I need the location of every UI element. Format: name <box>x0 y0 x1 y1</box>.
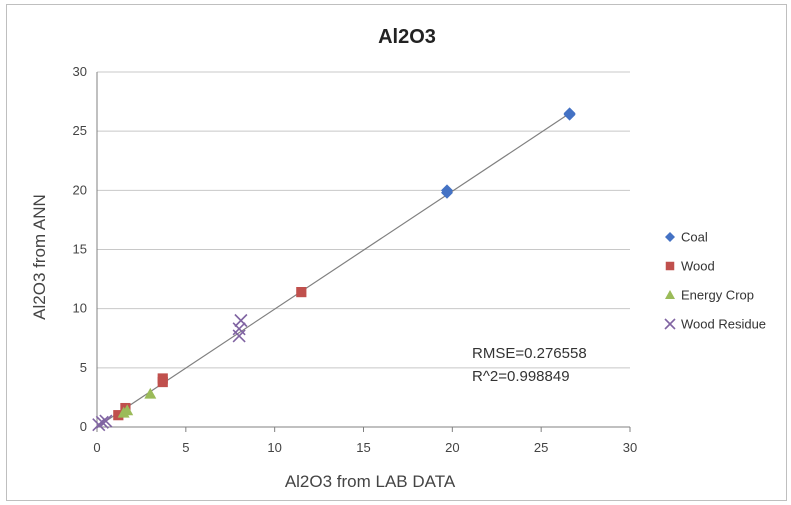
legend: Coal Wood Energy Crop Wood Residue <box>664 230 766 332</box>
y-tick-label: 25 <box>73 123 87 138</box>
data-points <box>92 107 576 432</box>
tick-labels: 0 5 10 15 20 25 30 0 5 10 15 20 25 30 <box>73 64 638 455</box>
wood-point <box>113 410 124 421</box>
legend-marker-energy-crop <box>665 290 675 299</box>
coal-point <box>563 107 576 120</box>
x-tick-label: 0 <box>93 440 100 455</box>
fit-line <box>96 112 570 428</box>
y-tick-label: 0 <box>80 419 87 434</box>
x-axis-title: Al2O3 from LAB DATA <box>285 472 456 491</box>
wood-point <box>296 287 307 298</box>
x-marker-stroke <box>99 414 113 428</box>
x-tick-label: 5 <box>182 440 189 455</box>
x-tick-label: 30 <box>623 440 637 455</box>
wood-residue-point <box>92 418 106 432</box>
legend-marker-coal <box>665 232 675 242</box>
y-tick-label: 20 <box>73 182 87 197</box>
legend-label-wood: Wood <box>681 259 715 274</box>
x-tick-label: 15 <box>356 440 370 455</box>
grid-lines <box>97 71 630 369</box>
wood-residue-point <box>99 414 113 428</box>
legend-label-energy-crop: Energy Crop <box>681 288 754 303</box>
x-marker-stroke <box>664 318 676 330</box>
axes <box>96 72 631 432</box>
r-squared-annotation: R^2=0.998849 <box>472 368 570 385</box>
wood-residue-point <box>234 313 248 328</box>
x-tick-label: 25 <box>534 440 548 455</box>
legend-marker-wood <box>665 261 675 271</box>
x-marker-stroke <box>92 418 106 432</box>
y-axis-title: Al2O3 from ANN <box>30 194 49 320</box>
y-tick-label: 5 <box>80 360 87 375</box>
x-tick-label: 20 <box>445 440 459 455</box>
legend-label-coal: Coal <box>681 230 708 245</box>
y-tick-label: 30 <box>73 64 87 79</box>
y-tick-label: 15 <box>73 242 87 257</box>
coal-point <box>441 184 454 197</box>
legend-marker-wood-residue <box>664 318 676 330</box>
scatter-chart: Al2O3 0 5 10 15 20 25 30 0 5 10 15 20 25 30 Al2O3 fro… <box>30 26 766 491</box>
wood-residue-point <box>232 322 246 336</box>
wood-point <box>157 373 168 384</box>
chart-frame: Al2O3 0 5 10 15 20 25 30 0 5 10 15 20 25 30 Al2O3 fro… <box>6 4 787 501</box>
x-marker-stroke <box>95 415 109 429</box>
legend-label-wood-residue: Wood Residue <box>681 317 766 332</box>
wood-residue-point <box>95 415 109 429</box>
chart-title: Al2O3 <box>378 26 436 48</box>
rmse-annotation: RMSE=0.276558 <box>472 345 587 362</box>
energy-crop-point <box>121 404 134 416</box>
x-marker-stroke <box>232 322 246 336</box>
x-tick-label: 10 <box>267 440 281 455</box>
x-marker-stroke <box>234 313 248 328</box>
energy-crop-point <box>144 387 157 399</box>
y-tick-label: 10 <box>73 301 87 316</box>
